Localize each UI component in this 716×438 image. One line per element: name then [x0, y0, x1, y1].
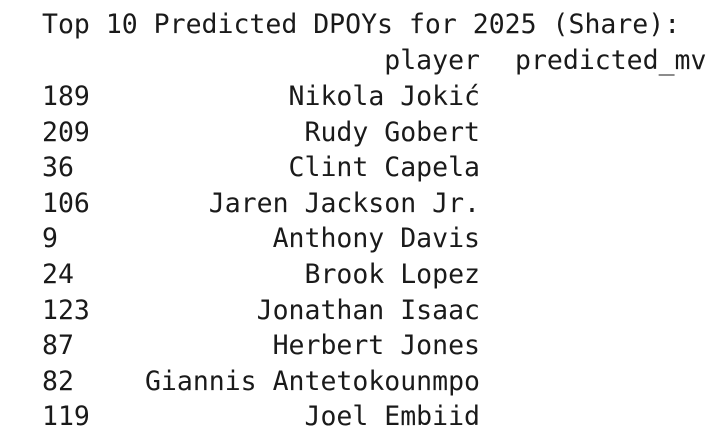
- player-name: Jaren Jackson Jr.: [208, 187, 480, 219]
- row-index: 106: [42, 187, 90, 219]
- row-index: 82: [42, 365, 74, 397]
- player-name: Anthony Davis: [272, 223, 480, 255]
- column-header-player: player: [384, 45, 480, 76]
- row-index: 123: [42, 294, 90, 326]
- player-name: Brook Lopez: [304, 258, 481, 290]
- table-row: 36 Clint Capela: [0, 150, 716, 186]
- table-row: 24 Brook Lopez: [0, 257, 716, 293]
- row-index: 119: [42, 401, 90, 433]
- table-row: 82 Giannis Antetokounmpo: [0, 364, 716, 400]
- player-name: Jonathan Isaac: [256, 294, 480, 326]
- row-index: 209: [42, 116, 90, 148]
- player-name: Herbert Jones: [272, 330, 480, 362]
- player-name: Joel Embiid: [304, 401, 481, 433]
- table-row: 209 Rudy Gobert: [0, 115, 716, 151]
- table-row: 189 Nikola Jokić: [0, 79, 716, 115]
- table-row: 106 Jaren Jackson Jr.: [0, 186, 716, 222]
- table-row: 87 Herbert Jones: [0, 328, 716, 364]
- table-row: 9 Anthony Davis: [0, 221, 716, 257]
- table-row: 119 Joel Embiid: [0, 399, 716, 435]
- row-index: 189: [42, 81, 90, 112]
- dataframe-rows: 189 Nikola Jokić 209 Rudy Gobert 36 Clin…: [0, 79, 716, 435]
- table-row: 123 Jonathan Isaac: [0, 293, 716, 329]
- row-index: 36: [42, 152, 74, 184]
- output-title: Top 10 Predicted DPOYs for 2025 (Share):: [42, 9, 681, 40]
- row-index: 9: [42, 223, 58, 255]
- player-name: Rudy Gobert: [304, 116, 481, 148]
- row-index: 24: [42, 258, 74, 290]
- player-name: Nikola Jokić: [288, 81, 480, 112]
- row-index: 87: [42, 330, 74, 362]
- player-name: Clint Capela: [288, 152, 480, 184]
- player-name: Giannis Antetokounmpo: [144, 365, 480, 397]
- column-header-predicted-mv: predicted_mv: [515, 45, 707, 76]
